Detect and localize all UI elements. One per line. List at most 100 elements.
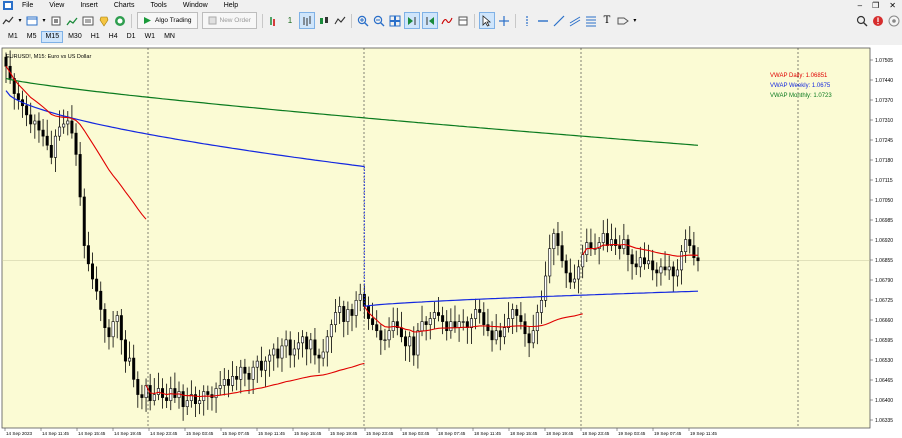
tile-windows-icon[interactable] — [388, 13, 402, 28]
navigator-icon[interactable] — [81, 13, 95, 28]
timeframe-m5[interactable]: M5 — [26, 33, 37, 40]
candle-body — [45, 135, 49, 146]
profiles-icon[interactable] — [49, 13, 63, 28]
text-tool-icon[interactable]: T — [603, 15, 611, 26]
new-chart-icon[interactable] — [25, 13, 39, 28]
one-click-trading-button[interactable]: 1 — [287, 16, 293, 25]
candle-body — [539, 300, 543, 313]
candle-body — [317, 354, 321, 359]
depth-of-market-icon[interactable] — [267, 13, 281, 28]
candle-body — [408, 336, 412, 347]
timeframe-m30[interactable]: M30 — [68, 33, 82, 40]
candle-body — [523, 321, 527, 335]
new-order-icon — [208, 16, 216, 25]
x-tick-label: 14 Sep 19:45 — [114, 431, 142, 436]
menu-tools[interactable]: Tools — [150, 2, 167, 9]
candle-body — [560, 245, 564, 262]
minimize-icon[interactable]: – — [857, 1, 863, 10]
chart-window[interactable]: 1.07505 1.07440 1.07370 1.07310 1.07245 1.071… — [0, 45, 902, 438]
dropdown-chevron-icon[interactable]: ▾ — [633, 18, 637, 24]
candle-body — [630, 254, 634, 265]
restore-icon[interactable]: ❐ — [872, 1, 880, 10]
timeframe-mn[interactable]: MN — [164, 33, 175, 40]
metaeditor-icon[interactable] — [97, 13, 111, 28]
price-chart[interactable]: 1.07505 1.07440 1.07370 1.07310 1.07245 1.071… — [0, 45, 902, 438]
auto-scroll-icon[interactable] — [403, 12, 420, 29]
y-tick-label: 1.06920 — [875, 238, 893, 244]
market-icon[interactable] — [113, 13, 127, 28]
chart-shift-icon[interactable] — [421, 12, 438, 29]
candle-body — [395, 321, 399, 328]
candle-body — [655, 269, 659, 274]
candle-body — [399, 327, 403, 338]
timeframe-m1[interactable]: M1 — [8, 33, 18, 40]
y-tick-label: 1.07115 — [875, 178, 893, 184]
candle-body — [556, 233, 560, 246]
candle-body — [152, 394, 156, 401]
horizontal-line-icon[interactable] — [536, 13, 550, 28]
timeframe-m15[interactable]: M15 — [41, 31, 64, 43]
dropdown-chevron-icon[interactable]: ▾ — [42, 18, 46, 24]
algo-trading-button[interactable]: Algo Trading — [137, 12, 198, 29]
candle-body — [626, 239, 630, 256]
line-chart-icon[interactable] — [333, 13, 347, 28]
market-watch-icon[interactable] — [65, 13, 79, 28]
templates-icon[interactable] — [456, 13, 470, 28]
alert-icon[interactable] — [871, 13, 885, 28]
channel-icon[interactable] — [568, 13, 582, 28]
zoom-out-icon[interactable] — [372, 13, 386, 28]
timeframe-d1[interactable]: D1 — [126, 33, 136, 40]
x-tick-label: 15 Sep 23:45 — [366, 431, 394, 436]
candle-body — [119, 315, 123, 341]
zoom-in-icon[interactable] — [356, 13, 370, 28]
candle-body — [457, 321, 461, 328]
indicators-icon[interactable] — [440, 13, 454, 28]
candle-body — [62, 123, 66, 128]
y-tick-label: 1.07370 — [875, 98, 893, 104]
candle-body — [634, 263, 638, 268]
search-icon[interactable] — [855, 13, 869, 28]
new-order-label: New Order — [219, 17, 251, 24]
fibonacci-icon[interactable] — [584, 13, 598, 28]
candle-body — [280, 345, 284, 359]
y-tick-label: 1.06790 — [875, 278, 893, 284]
timeframe-h4[interactable]: H4 — [108, 33, 118, 40]
vertical-line-icon[interactable] — [520, 13, 534, 28]
x-tick-label: 15 Sep 11:45 — [258, 431, 285, 436]
menu-insert[interactable]: Insert — [80, 2, 98, 9]
candle-body — [696, 257, 700, 262]
x-tick-label: 18 Sep 23:45 — [582, 431, 610, 436]
close-icon[interactable]: ✕ — [889, 1, 896, 10]
candle-body — [66, 120, 70, 125]
menu-window[interactable]: Window — [182, 2, 208, 9]
trendline-icon[interactable] — [552, 13, 566, 28]
candle-body — [70, 120, 74, 134]
cursor-icon[interactable] — [478, 12, 495, 29]
candle-body — [609, 239, 613, 246]
menu-file[interactable]: File — [22, 2, 34, 9]
crosshair-icon[interactable] — [497, 13, 511, 28]
chart-type-icon[interactable] — [1, 13, 15, 28]
new-order-button[interactable]: New Order — [201, 12, 257, 29]
app-menu-icon[interactable] — [2, 1, 14, 10]
x-tick-label: 15 Sep 15:45 — [294, 431, 322, 436]
candlestick-icon[interactable] — [317, 13, 331, 28]
signals-icon[interactable] — [887, 13, 901, 28]
menu-view[interactable]: View — [49, 2, 65, 9]
candle-body — [91, 263, 95, 280]
menu-charts[interactable]: Charts — [113, 2, 135, 9]
labels-icon[interactable] — [616, 13, 630, 28]
menu-help[interactable]: Help — [223, 2, 239, 9]
timeframe-w1[interactable]: W1 — [144, 33, 156, 40]
x-tick-label: 15 Sep 07:45 — [222, 431, 250, 436]
plot-area[interactable] — [1, 47, 871, 429]
candle-body — [247, 372, 251, 380]
bar-chart-icon[interactable] — [298, 12, 315, 29]
candle-body — [511, 309, 515, 319]
candle-body — [33, 120, 37, 125]
candle-body — [41, 129, 45, 137]
timeframe-h1[interactable]: H1 — [90, 33, 100, 40]
candle-body — [519, 315, 523, 322]
dropdown-chevron-icon[interactable]: ▾ — [18, 18, 22, 24]
candle-body — [453, 321, 457, 328]
